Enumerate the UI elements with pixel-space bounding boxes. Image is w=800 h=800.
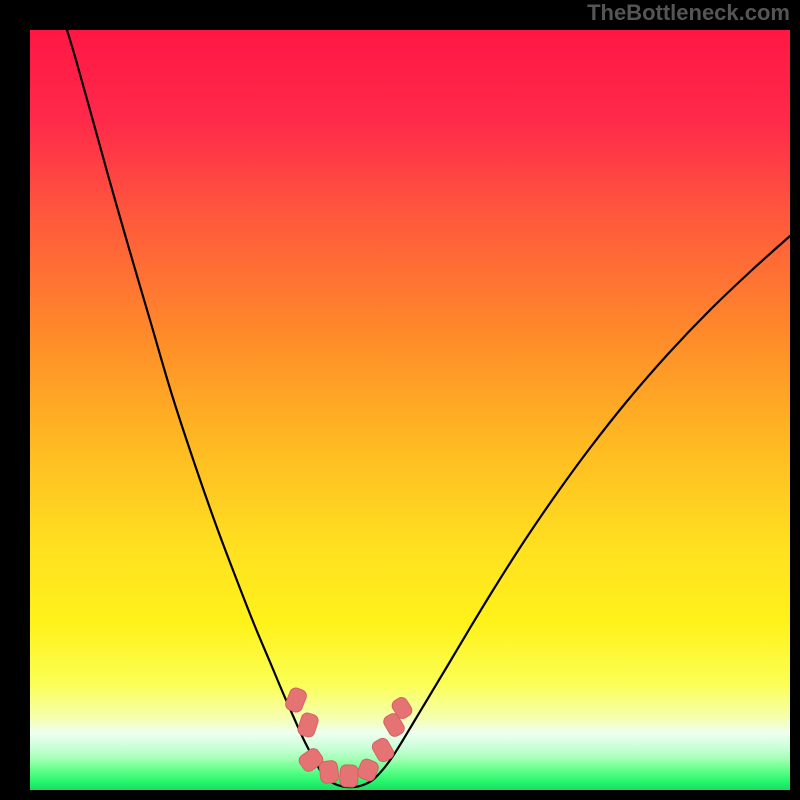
watermark-text: TheBottleneck.com <box>587 0 790 25</box>
curve-marker <box>339 765 358 788</box>
chart-svg: TheBottleneck.com <box>0 0 800 800</box>
curve-marker <box>319 760 340 784</box>
gradient-background <box>30 30 790 790</box>
